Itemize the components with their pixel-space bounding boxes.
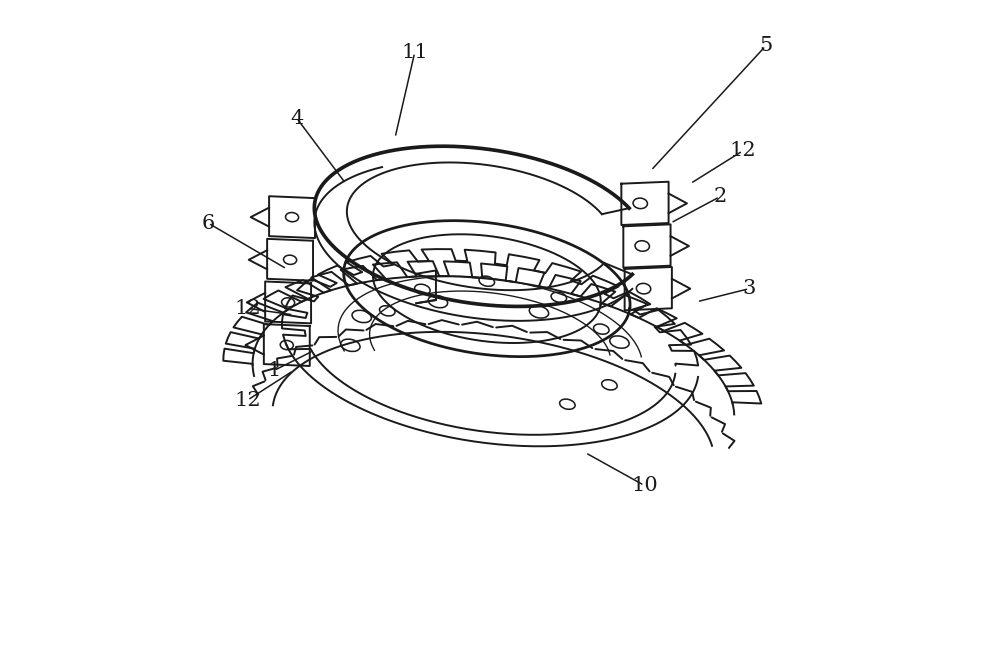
Text: 6: 6 <box>201 214 215 232</box>
Text: 2: 2 <box>713 188 726 206</box>
Text: 12: 12 <box>729 142 756 160</box>
Text: 10: 10 <box>631 476 658 495</box>
Text: 12: 12 <box>234 299 261 318</box>
Text: 4: 4 <box>290 109 303 127</box>
Text: 3: 3 <box>743 279 756 298</box>
Text: 11: 11 <box>401 43 428 62</box>
Text: 5: 5 <box>759 37 772 55</box>
Text: 12: 12 <box>234 391 261 409</box>
Text: 1: 1 <box>267 361 280 380</box>
